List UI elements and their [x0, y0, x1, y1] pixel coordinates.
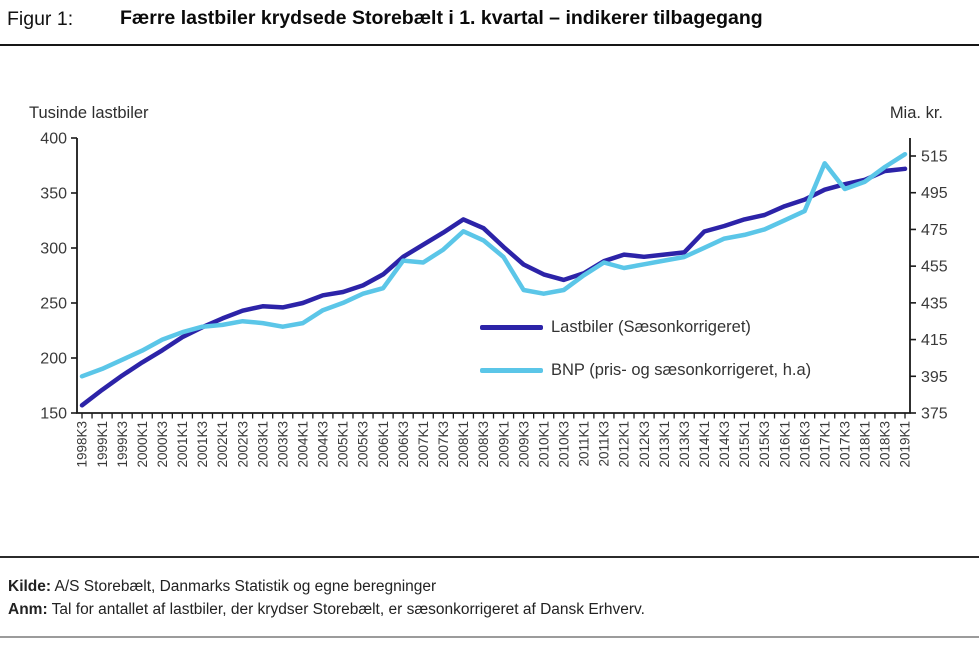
- x-axis-ticks: [81, 413, 906, 419]
- svg-text:2006K3: 2006K3: [396, 421, 411, 468]
- svg-text:375: 375: [921, 406, 948, 423]
- svg-text:2002K3: 2002K3: [235, 421, 250, 468]
- svg-text:2001K3: 2001K3: [195, 421, 210, 468]
- svg-text:2001K1: 2001K1: [175, 421, 190, 468]
- note-line: Anm: Tal for antallet af lastbiler, der …: [8, 601, 645, 619]
- note-text: Tal for antallet af lastbiler, der kryds…: [47, 601, 645, 618]
- legend-item-lastbiler: Lastbiler (Sæsonkorrigeret): [480, 318, 751, 337]
- svg-text:300: 300: [40, 241, 67, 258]
- svg-text:2016K3: 2016K3: [797, 421, 812, 468]
- source-label: Kilde:: [8, 578, 52, 595]
- left-axis-ticks: [71, 137, 77, 414]
- svg-text:2012K3: 2012K3: [637, 421, 652, 468]
- footer-divider-top: [0, 556, 979, 558]
- title-divider: [0, 44, 979, 46]
- svg-text:2002K1: 2002K1: [215, 421, 230, 468]
- svg-text:2013K3: 2013K3: [677, 421, 692, 468]
- svg-text:415: 415: [921, 332, 948, 349]
- svg-text:2007K1: 2007K1: [416, 421, 431, 468]
- note-label: Anm:: [8, 601, 48, 618]
- svg-text:2009K3: 2009K3: [516, 421, 531, 468]
- legend-item-bnp: BNP (pris- og sæsonkorrigeret, h.a): [480, 361, 811, 380]
- svg-text:475: 475: [921, 222, 948, 239]
- svg-text:2016K1: 2016K1: [777, 421, 792, 468]
- svg-text:2015K3: 2015K3: [757, 421, 772, 468]
- svg-text:2005K3: 2005K3: [356, 421, 371, 468]
- source-text: A/S Storebælt, Danmarks Statistik og egn…: [51, 578, 437, 595]
- svg-text:350: 350: [40, 186, 67, 203]
- source-line: Kilde: A/S Storebælt, Danmarks Statistik…: [8, 578, 436, 596]
- svg-text:395: 395: [921, 369, 948, 386]
- svg-text:2011K3: 2011K3: [597, 421, 612, 467]
- svg-text:2008K1: 2008K1: [456, 421, 471, 468]
- svg-text:2018K1: 2018K1: [858, 421, 873, 468]
- svg-text:495: 495: [921, 185, 948, 202]
- figure-title: Færre lastbiler krydsede Storebælt i 1. …: [120, 7, 763, 29]
- footer-divider-bottom: [0, 636, 979, 638]
- legend-swatch-lastbiler: [480, 325, 543, 330]
- svg-text:2014K1: 2014K1: [697, 421, 712, 468]
- svg-text:2000K3: 2000K3: [155, 421, 170, 468]
- svg-text:2003K1: 2003K1: [255, 421, 270, 468]
- legend-swatch-bnp: [480, 368, 543, 373]
- svg-text:150: 150: [40, 406, 67, 423]
- chart-canvas: 150 200 250 300 350 400 375 395 415 435 455 475 495 5…: [40, 131, 948, 468]
- svg-text:2018K3: 2018K3: [878, 421, 893, 468]
- svg-text:2005K1: 2005K1: [336, 421, 351, 468]
- right-axis-ticks: [910, 155, 916, 414]
- svg-text:2010K3: 2010K3: [556, 421, 571, 468]
- svg-text:2004K1: 2004K1: [296, 421, 311, 468]
- svg-text:2013K1: 2013K1: [657, 421, 672, 468]
- left-axis-labels: 150 200 250 300 350 400: [40, 131, 67, 423]
- figure-number-label: Figur 1:: [7, 8, 74, 30]
- svg-text:2014K3: 2014K3: [717, 421, 732, 468]
- svg-text:2017K1: 2017K1: [817, 421, 832, 468]
- svg-text:2019K1: 2019K1: [898, 421, 913, 468]
- right-axis-unit-label: Mia. kr.: [889, 104, 943, 122]
- left-axis-unit-label: Tusinde lastbiler: [29, 104, 149, 122]
- svg-text:2006K1: 2006K1: [376, 421, 391, 468]
- svg-text:2000K1: 2000K1: [135, 421, 150, 468]
- svg-text:400: 400: [40, 131, 67, 148]
- svg-text:435: 435: [921, 295, 948, 312]
- legend-label-bnp: BNP (pris- og sæsonkorrigeret, h.a): [551, 361, 812, 379]
- svg-text:250: 250: [40, 296, 67, 313]
- svg-text:515: 515: [921, 149, 948, 166]
- series-bnp-line: [79, 151, 908, 379]
- svg-text:2017K3: 2017K3: [838, 421, 853, 468]
- x-axis-labels: 1998K3 1999K1 1999K3 2000K1 2000K3 2001K1 2001…: [75, 421, 913, 468]
- svg-text:2012K1: 2012K1: [617, 421, 632, 468]
- svg-text:2009K1: 2009K1: [496, 421, 511, 468]
- svg-text:455: 455: [921, 259, 948, 276]
- svg-text:2011K1: 2011K1: [577, 421, 592, 467]
- series-lastbiler-line: [79, 166, 908, 408]
- right-axis-labels: 375 395 415 435 455 475 495 515: [921, 149, 948, 423]
- svg-text:2003K3: 2003K3: [275, 421, 290, 468]
- svg-text:1999K1: 1999K1: [95, 421, 110, 468]
- svg-text:2015K1: 2015K1: [737, 421, 752, 468]
- svg-text:2007K3: 2007K3: [436, 421, 451, 468]
- svg-text:200: 200: [40, 351, 67, 368]
- svg-text:2008K3: 2008K3: [476, 421, 491, 468]
- svg-text:2010K1: 2010K1: [536, 421, 551, 468]
- svg-text:2004K3: 2004K3: [316, 421, 331, 468]
- legend-label-lastbiler: Lastbiler (Sæsonkorrigeret): [551, 318, 751, 336]
- svg-text:1999K3: 1999K3: [115, 421, 130, 468]
- svg-text:1998K3: 1998K3: [75, 421, 90, 468]
